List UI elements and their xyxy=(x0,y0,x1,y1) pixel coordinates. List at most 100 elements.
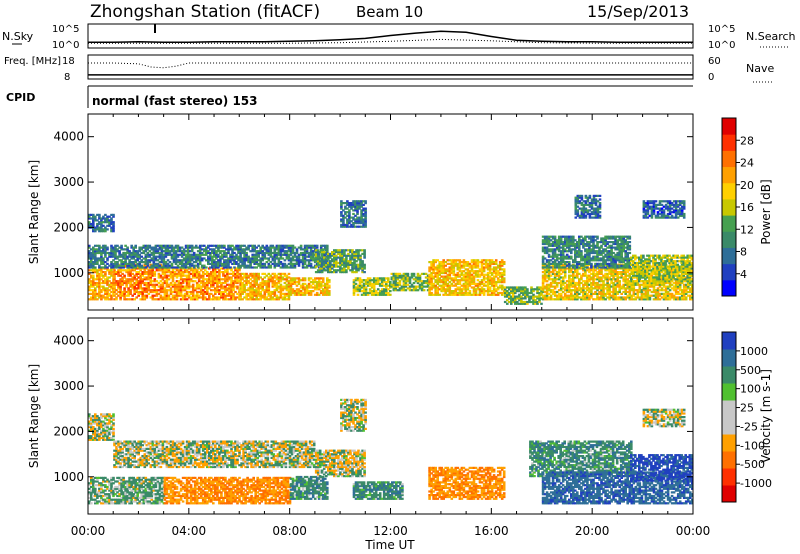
power-cell xyxy=(227,266,230,269)
power-cell xyxy=(602,280,605,283)
power-cell xyxy=(92,253,95,256)
power-cell xyxy=(192,251,196,255)
power-cell xyxy=(133,292,136,295)
power-cell xyxy=(486,286,490,289)
power-cell xyxy=(372,281,376,284)
power-cell xyxy=(287,296,291,299)
power-cell xyxy=(555,294,559,297)
power-cell xyxy=(218,281,221,285)
power-cell xyxy=(341,252,344,255)
power-cell xyxy=(299,291,303,295)
power-cell xyxy=(644,276,648,279)
power-cell xyxy=(553,280,557,283)
power-cell xyxy=(184,255,188,258)
power-cell xyxy=(614,289,617,292)
power-cell xyxy=(541,296,545,299)
power-cell xyxy=(420,285,424,288)
power-cell xyxy=(426,280,430,283)
power-cell xyxy=(474,291,478,295)
power-cell xyxy=(319,246,323,249)
power-cell xyxy=(654,290,658,294)
power-cell xyxy=(223,266,226,269)
power-cell xyxy=(147,278,151,281)
power-cell xyxy=(382,291,386,295)
power-cell xyxy=(132,266,135,269)
power-cell xyxy=(664,294,668,297)
power-cell xyxy=(460,291,464,295)
power-cell xyxy=(128,250,131,253)
power-cell xyxy=(618,287,621,290)
power-cell xyxy=(120,246,123,249)
power-cell xyxy=(341,249,344,252)
power-cell xyxy=(128,255,131,258)
power-cell xyxy=(161,271,165,274)
noise-right-tick-top: 10^5 xyxy=(708,24,735,35)
power-cell xyxy=(148,261,152,264)
power-cell xyxy=(237,246,240,249)
power-cell xyxy=(161,276,165,279)
power-cell xyxy=(460,284,464,287)
power-cell xyxy=(307,251,311,255)
power-cell xyxy=(345,254,348,257)
power-cell xyxy=(682,287,686,290)
power-cell xyxy=(382,290,386,293)
power-cell xyxy=(183,269,187,272)
power-cell xyxy=(538,297,541,300)
power-cell xyxy=(642,269,646,272)
power-cell xyxy=(394,278,398,281)
power-cell xyxy=(210,276,213,279)
power-cell xyxy=(90,285,93,288)
power-cell xyxy=(372,291,376,295)
power-cell xyxy=(658,267,662,270)
power-cell xyxy=(333,251,336,254)
power-cell xyxy=(347,265,350,268)
power-cell xyxy=(223,261,226,264)
power-cell xyxy=(442,290,445,293)
power-cell xyxy=(436,268,439,271)
power-cell xyxy=(654,294,658,297)
power-cell xyxy=(646,281,650,285)
power-cell xyxy=(273,266,277,269)
power-cell xyxy=(265,281,269,285)
power-cell xyxy=(94,261,97,264)
power-cell xyxy=(442,279,445,282)
power-cell xyxy=(200,248,204,251)
power-cell xyxy=(428,291,431,295)
power-cell xyxy=(127,289,130,292)
power-cell xyxy=(462,288,466,291)
power-cell xyxy=(494,261,498,264)
power-cell xyxy=(422,281,426,285)
power-cell xyxy=(307,246,311,249)
power-cell xyxy=(361,263,364,266)
power-cell xyxy=(628,269,632,272)
power-cell xyxy=(257,250,260,253)
power-cell xyxy=(604,287,607,290)
power-cell xyxy=(638,289,642,292)
power-cell xyxy=(120,262,123,265)
power-cell xyxy=(551,298,555,301)
power-cell xyxy=(176,253,180,256)
power-cell xyxy=(640,283,644,286)
power-cell xyxy=(271,298,275,301)
power-cell xyxy=(144,259,148,262)
power-cell xyxy=(239,250,242,253)
power-cell xyxy=(442,259,445,262)
power-cell xyxy=(165,294,169,297)
power-cell xyxy=(450,284,454,287)
power-cell xyxy=(221,257,224,260)
power-cell xyxy=(159,276,163,279)
power-cell xyxy=(482,290,486,293)
power-cell xyxy=(151,283,155,286)
power-cell xyxy=(220,271,223,274)
power-cell xyxy=(143,281,147,285)
power-cell xyxy=(462,286,466,289)
power-cell xyxy=(149,274,153,277)
power-cell xyxy=(247,274,250,277)
power-cell xyxy=(394,283,398,286)
power-cell xyxy=(608,276,611,279)
power-cell xyxy=(404,281,408,285)
power-cell xyxy=(410,272,414,275)
power-cell xyxy=(297,288,301,291)
power-cell xyxy=(119,271,122,274)
power-cell xyxy=(291,277,295,280)
